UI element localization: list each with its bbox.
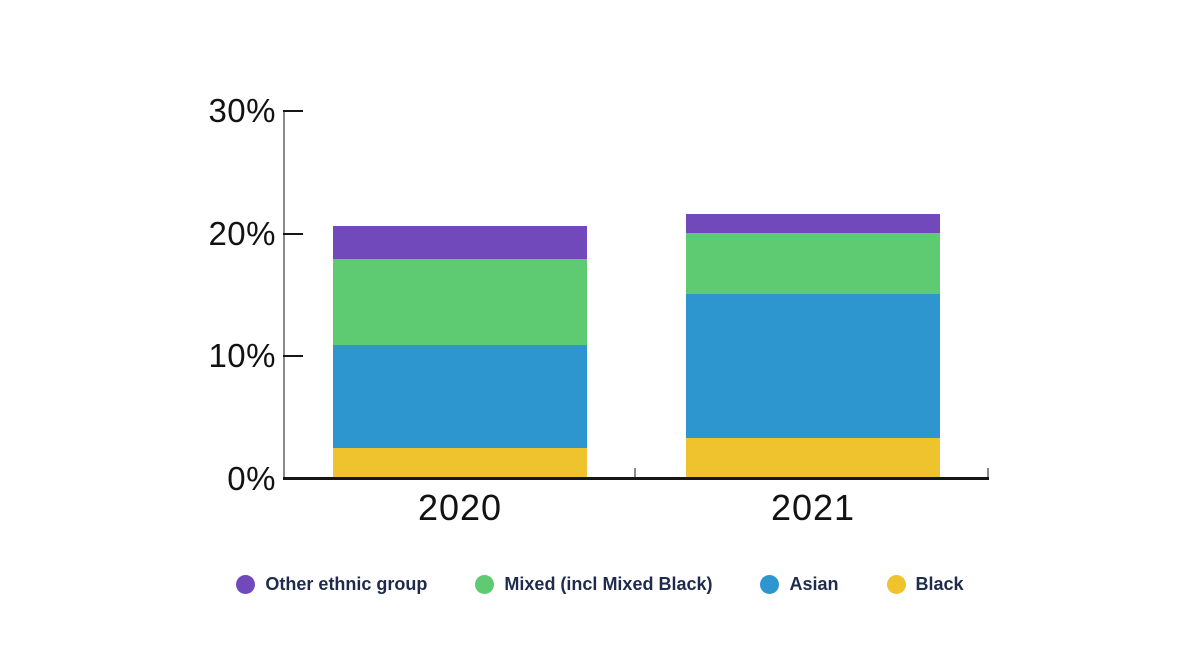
legend-item-mixed-incl-mixed-black: Mixed (incl Mixed Black) (475, 574, 712, 595)
bar-segment-mixed-incl-mixed-black-2020 (333, 259, 587, 346)
bar-segment-asian-2021 (686, 293, 940, 439)
legend-dot-black-icon (886, 575, 906, 594)
y-tick-label: 30% (208, 92, 276, 129)
bar-segment-mixed-incl-mixed-black-2021 (686, 233, 940, 294)
x-label-2021: 2021 (770, 487, 856, 528)
x-minor-tick (634, 468, 636, 477)
bar-segment-black-2021 (686, 438, 940, 480)
y-tick-label: 20% (208, 215, 276, 252)
bar-2020 (333, 226, 587, 480)
bar-segment-black-2020 (333, 448, 587, 480)
y-tick-label: 10% (208, 337, 276, 374)
y-tick (283, 233, 303, 235)
x-minor-tick (987, 468, 989, 477)
legend-item-black: Black (886, 574, 964, 595)
legend-label-mixed-incl-mixed-black: Mixed (incl Mixed Black) (504, 574, 713, 594)
legend-label-black: Black (915, 574, 964, 594)
x-label-2020: 2020 (417, 487, 503, 528)
y-tick (283, 110, 303, 112)
legend-dot-mixed-incl-mixed-black-icon (475, 575, 495, 594)
x-axis-line (283, 477, 989, 480)
legend-item-asian: Asian (760, 574, 839, 595)
bar-segment-other-ethnic-group-2021 (686, 213, 940, 234)
legend-dot-asian-icon (760, 575, 780, 594)
legend-dot-other-ethnic-group-icon (236, 575, 256, 594)
y-axis-line (283, 111, 285, 480)
legend-label-asian: Asian (789, 574, 839, 594)
bar-segment-other-ethnic-group-2020 (333, 226, 587, 260)
legend-label-other-ethnic-group: Other ethnic group (265, 574, 428, 594)
bar-segment-asian-2020 (333, 345, 587, 449)
y-tick-label: 0% (227, 460, 276, 497)
bar-2021 (686, 213, 940, 480)
legend: Other ethnic group Mixed (incl Mixed Blac… (0, 574, 1200, 595)
legend-item-other-ethnic-group: Other ethnic group (236, 574, 427, 595)
y-tick (283, 355, 303, 357)
